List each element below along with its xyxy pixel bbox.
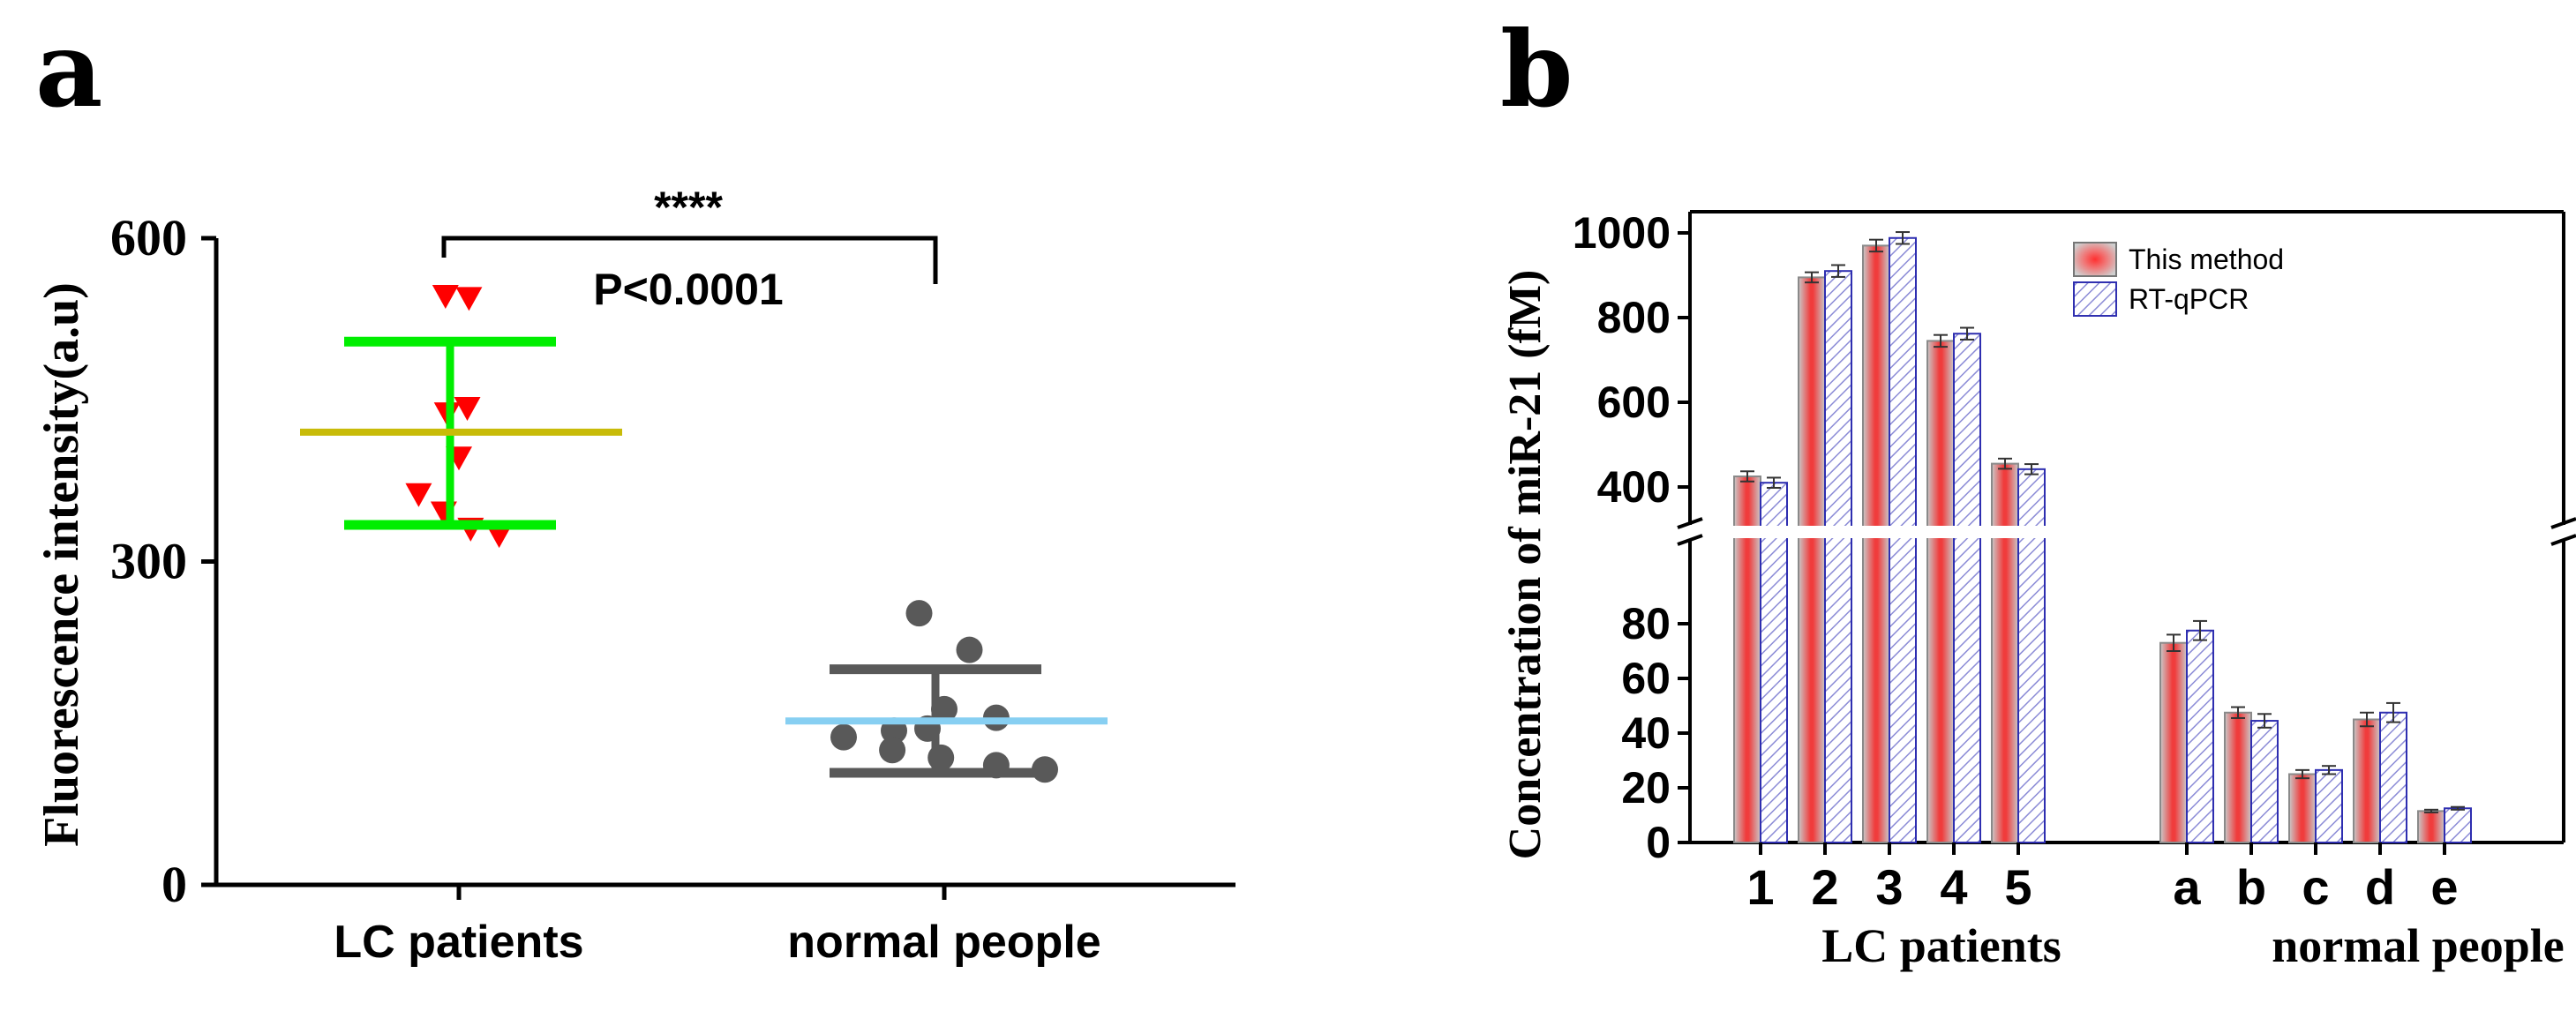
bar-this-method-b xyxy=(2224,711,2252,843)
significance-bracket xyxy=(441,236,938,284)
data-point-lc-patients xyxy=(455,287,483,311)
y-tick-label-b: 1000 xyxy=(1573,208,1671,258)
y-axis-label-a: Fluorescence intensity(a.u) xyxy=(34,282,89,847)
bar-this-method-3 xyxy=(1862,244,1890,843)
data-point-normal-people xyxy=(956,636,983,663)
data-point-normal-people xyxy=(879,737,906,764)
bar-rt-qpcr-3 xyxy=(1889,236,1917,843)
scatter-plot-a: Fluorescence intensity(a.u) **** P<0.000… xyxy=(34,183,1235,968)
y-tick-label-b: 800 xyxy=(1597,293,1671,342)
y-tick-label-b: 20 xyxy=(1621,763,1671,813)
bar-rt-qpcr-4 xyxy=(1953,333,1981,843)
axis-break-mark-right xyxy=(2550,534,2576,546)
x-tick-label-1: 1 xyxy=(1746,859,1774,915)
x-tick-label-4: 4 xyxy=(1940,859,1967,915)
bar-this-method-d xyxy=(2353,718,2381,843)
y-tick-label-b: 60 xyxy=(1621,654,1671,703)
bar-rt-qpcr-5 xyxy=(2017,468,2046,844)
bar-this-method-4 xyxy=(1926,340,1955,843)
x-tick-label-a: a xyxy=(2173,859,2201,915)
bar-rt-qpcr-d xyxy=(2379,711,2407,843)
y-tick-label-a: 0 xyxy=(161,856,187,913)
y-tick-label-a: 600 xyxy=(110,209,187,266)
bar-this-method-c xyxy=(2288,773,2317,843)
axis-break-mark-left xyxy=(1677,517,1703,529)
significance-stars: **** xyxy=(654,183,723,232)
x-tick-label-5: 5 xyxy=(2004,859,2032,915)
y-tick-label-b: 80 xyxy=(1621,599,1671,648)
y-tick-label-a: 300 xyxy=(110,533,187,590)
data-point-lc-patients xyxy=(454,397,481,422)
p-value-label: P<0.0001 xyxy=(593,265,783,314)
legend-swatch-rt-qpcr xyxy=(2073,281,2117,317)
bar-rt-qpcr-b xyxy=(2250,720,2279,843)
bar-this-method-2 xyxy=(1798,276,1826,843)
legend-label-this-method: This method xyxy=(2129,243,2284,275)
panel-a-letter: a xyxy=(35,8,102,131)
data-point-lc-patients xyxy=(405,483,432,507)
data-point-normal-people xyxy=(905,600,933,627)
legend-swatch-this-method xyxy=(2073,242,2117,277)
axis-break-mark-right xyxy=(2550,517,2576,529)
y-tick-label-b: 40 xyxy=(1621,708,1671,758)
y-tick-label-b: 600 xyxy=(1597,378,1671,427)
data-point-lc-patients xyxy=(432,284,459,309)
x-tick-label-b: b xyxy=(2236,859,2266,915)
y-tick-label-b: 0 xyxy=(1646,818,1671,867)
x-tick-label-3: 3 xyxy=(1875,859,1903,915)
bar-this-method-e xyxy=(2417,810,2445,843)
bar-this-method-a xyxy=(2159,641,2188,844)
bar-rt-qpcr-c xyxy=(2315,768,2343,843)
panel-b-letter: b xyxy=(1500,8,1573,131)
x-tick-label-c: c xyxy=(2302,859,2329,915)
group-label-normal-people: normal people xyxy=(2272,919,2565,972)
legend-label-rt-qpcr: RT-qPCR xyxy=(2129,283,2249,315)
x-tick-label-normal-people: normal people xyxy=(787,917,1100,968)
data-point-normal-people xyxy=(830,723,857,751)
x-tick-label-2: 2 xyxy=(1811,859,1838,915)
axis-break-mark-left xyxy=(1677,534,1703,546)
group-label-lc-patients: LC patients xyxy=(1821,919,2062,972)
bar-rt-qpcr-a xyxy=(2186,629,2214,843)
legend: This method RT-qPCR xyxy=(2073,242,2284,317)
x-tick-label-lc-patients: LC patients xyxy=(334,917,583,968)
y-tick-label-b: 400 xyxy=(1597,462,1671,512)
x-tick-label-e: e xyxy=(2430,859,2458,915)
bar-this-method-5 xyxy=(1991,462,2019,843)
axis-break-gap xyxy=(1672,526,2576,538)
data-point-lc-patients xyxy=(485,524,513,549)
bar-rt-qpcr-2 xyxy=(1824,270,1852,843)
bar-rt-qpcr-1 xyxy=(1760,482,1788,843)
x-tick-label-d: d xyxy=(2365,859,2395,915)
bar-rt-qpcr-e xyxy=(2444,807,2472,843)
y-axis-label-b: Concentration of miR-21 (fM) xyxy=(1500,270,1551,860)
